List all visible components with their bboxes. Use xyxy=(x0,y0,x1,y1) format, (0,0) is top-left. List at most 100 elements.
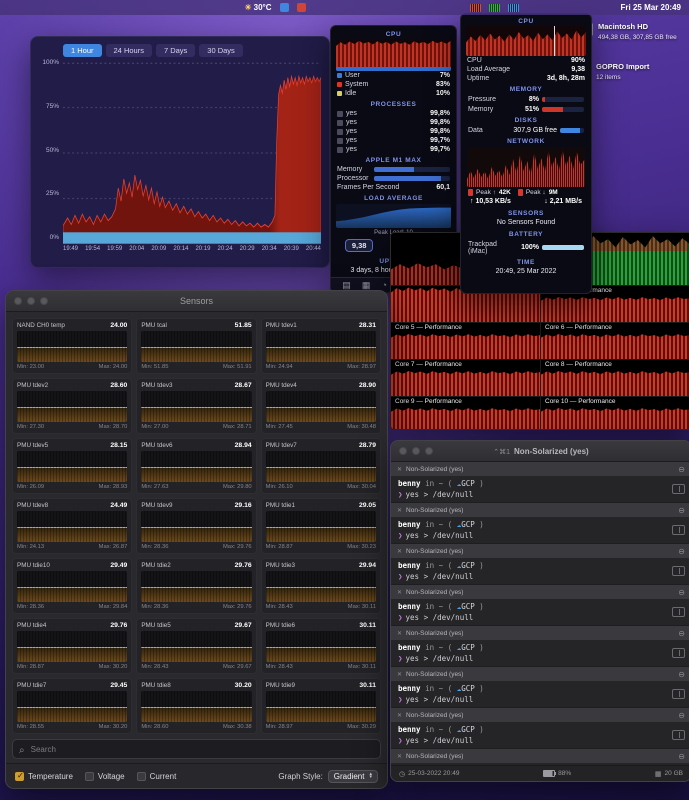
minus-circle-icon[interactable] xyxy=(678,711,685,720)
pressure-value: 8% xyxy=(528,95,539,103)
sensor-grid: NAND CH0 temp 24.00 Min: 23.00 Max: 24.0… xyxy=(6,312,387,739)
memory-usage-bar xyxy=(374,167,450,172)
terminal-pane[interactable]: Non-Solarized (yes) benny in ~GCP ❯yes >… xyxy=(391,585,689,626)
close-pane-icon[interactable] xyxy=(397,753,402,760)
checkbox-icon[interactable] xyxy=(84,771,94,781)
terminal-pane[interactable]: Non-Solarized (yes) benny in ~GCP ❯yes >… xyxy=(391,544,689,585)
menubar-weather-item[interactable]: 30°C xyxy=(244,3,272,12)
split-pane-button[interactable] xyxy=(672,648,685,658)
sensor-max: Max: 30.11 xyxy=(347,664,376,670)
x-tick-label: 20:09 xyxy=(151,246,167,252)
pane-header[interactable]: Non-Solarized (yes) xyxy=(391,585,689,599)
process-cpu-value: 99,8% xyxy=(430,128,450,135)
range-button-7-days[interactable]: 7 Days xyxy=(155,44,196,57)
temperature-filter-checkbox[interactable]: Temperature xyxy=(15,771,73,781)
minus-circle-icon[interactable] xyxy=(678,506,685,515)
current-filter-checkbox[interactable]: Current xyxy=(136,771,176,781)
core-cell-core-8: Core 8 — Performance xyxy=(541,360,689,396)
legend-row-idle: Idle 10% xyxy=(331,89,456,98)
range-button-30-days[interactable]: 30 Days xyxy=(199,44,243,57)
checkbox-checked-icon[interactable] xyxy=(15,771,24,781)
sun-icon xyxy=(244,3,251,12)
close-pane-icon[interactable] xyxy=(397,466,402,473)
list-view-icon[interactable] xyxy=(342,281,351,290)
pane-header[interactable]: Non-Solarized (yes) xyxy=(391,503,689,517)
terminal-pane[interactable]: Non-Solarized (yes) benny in ~GCP ❯yes >… xyxy=(391,503,689,544)
range-button-24-hours[interactable]: 24 Hours xyxy=(105,44,152,57)
process-row[interactable]: yes 99,8% xyxy=(331,118,456,127)
close-window-icon[interactable] xyxy=(399,447,407,455)
menubar-memory-graph-icon[interactable] xyxy=(488,3,500,12)
pane-header[interactable]: Non-Solarized (yes) xyxy=(391,708,689,722)
close-pane-icon[interactable] xyxy=(397,548,402,555)
gauge-icon[interactable] xyxy=(382,281,387,290)
core-title: Core 8 — Performance xyxy=(545,361,612,368)
pane-header[interactable]: Non-Solarized (yes) xyxy=(391,544,689,558)
menubar-network-graph-icon[interactable] xyxy=(507,3,519,12)
minus-circle-icon[interactable] xyxy=(678,547,685,556)
core-load-chart xyxy=(391,334,540,359)
sensor-max: Max: 29.76 xyxy=(222,544,252,550)
zoom-window-icon[interactable] xyxy=(425,447,433,455)
process-row[interactable]: yes 99,7% xyxy=(331,145,456,154)
close-pane-icon[interactable] xyxy=(397,589,402,596)
terminal-pane[interactable]: Non-Solarized (yes) benny in ~GCP ❯yes >… xyxy=(391,667,689,708)
split-pane-button[interactable] xyxy=(672,566,685,576)
memory-section-header: MEMORY xyxy=(509,85,543,93)
terminal-pane[interactable]: Non-Solarized (yes) benny in ~GCP ❯yes >… xyxy=(391,708,689,749)
split-pane-button[interactable] xyxy=(672,484,685,494)
split-pane-button[interactable] xyxy=(672,607,685,617)
minus-circle-icon[interactable] xyxy=(678,629,685,638)
close-pane-icon[interactable] xyxy=(397,507,402,514)
sensor-max: Max: 30.11 xyxy=(347,604,376,610)
minus-circle-icon[interactable] xyxy=(678,465,685,474)
minimize-window-icon[interactable] xyxy=(412,447,420,455)
sensor-name: PMU tdie1 xyxy=(265,502,296,509)
terminal-titlebar[interactable]: ⌃⌘1 Non-Solarized (yes) xyxy=(391,441,689,462)
command-line: ❯ yes > /dev/null xyxy=(398,736,474,745)
minus-circle-icon[interactable] xyxy=(678,588,685,597)
split-pane-button[interactable] xyxy=(672,689,685,699)
graph-style-dropdown[interactable]: Gradient xyxy=(327,769,378,783)
terminal-pane[interactable]: Non-Solarized (yes) benny in ~GCP ❯yes >… xyxy=(391,462,689,503)
checkbox-icon[interactable] xyxy=(136,771,146,781)
pane-header[interactable]: Non-Solarized (yes) xyxy=(391,749,689,763)
split-pane-button[interactable] xyxy=(672,730,685,740)
menu-bar: 30°C Fri 25 Mar 20:49 xyxy=(0,0,689,15)
close-pane-icon[interactable] xyxy=(397,712,402,719)
minus-circle-icon[interactable] xyxy=(678,670,685,679)
close-pane-icon[interactable] xyxy=(397,671,402,678)
pane-header[interactable]: Non-Solarized (yes) xyxy=(391,462,689,476)
terminal-pane[interactable]: Non-Solarized (yes) benny in ~GCP ❯yes >… xyxy=(391,626,689,667)
voltage-filter-checkbox[interactable]: Voltage xyxy=(84,771,125,781)
legend-label: System xyxy=(345,81,369,88)
search-input[interactable] xyxy=(28,743,374,755)
close-pane-icon[interactable] xyxy=(397,630,402,637)
minimize-window-icon[interactable] xyxy=(27,297,35,305)
load-1min-value[interactable]: 9,38 xyxy=(344,239,374,252)
process-row[interactable]: yes 99,7% xyxy=(331,136,456,145)
command-line: ❯ yes > /dev/null xyxy=(398,531,474,540)
sensor-value: 28.67 xyxy=(234,382,252,389)
menubar-app-icon-blue[interactable] xyxy=(279,3,289,12)
minus-circle-icon[interactable] xyxy=(678,752,685,761)
pane-header[interactable]: Non-Solarized (yes) xyxy=(391,626,689,640)
process-row[interactable]: yes 99,8% xyxy=(331,109,456,118)
user-color-swatch xyxy=(337,73,342,78)
split-pane-button[interactable] xyxy=(672,525,685,535)
sensor-min: Min: 28.43 xyxy=(141,664,169,670)
legend-value: 83% xyxy=(435,81,450,88)
sensors-titlebar[interactable]: Sensors xyxy=(6,291,387,312)
menubar-cpu-graph-icon[interactable] xyxy=(469,3,481,12)
menubar-clock[interactable]: Fri 25 Mar 20:49 xyxy=(620,3,681,12)
zoom-window-icon[interactable] xyxy=(40,297,48,305)
terminal-pane[interactable]: Non-Solarized (yes) benny in ~GCP ❯yes >… xyxy=(391,749,689,765)
menubar-app-icon-red[interactable] xyxy=(296,3,306,12)
sensor-history-chart xyxy=(265,451,376,482)
close-window-icon[interactable] xyxy=(14,297,22,305)
process-row[interactable]: yes 99,8% xyxy=(331,127,456,136)
range-button-1-hour[interactable]: 1 Hour xyxy=(63,44,102,57)
process-name: yes xyxy=(346,146,357,153)
pane-header[interactable]: Non-Solarized (yes) xyxy=(391,667,689,681)
grid-view-icon[interactable] xyxy=(362,281,371,290)
